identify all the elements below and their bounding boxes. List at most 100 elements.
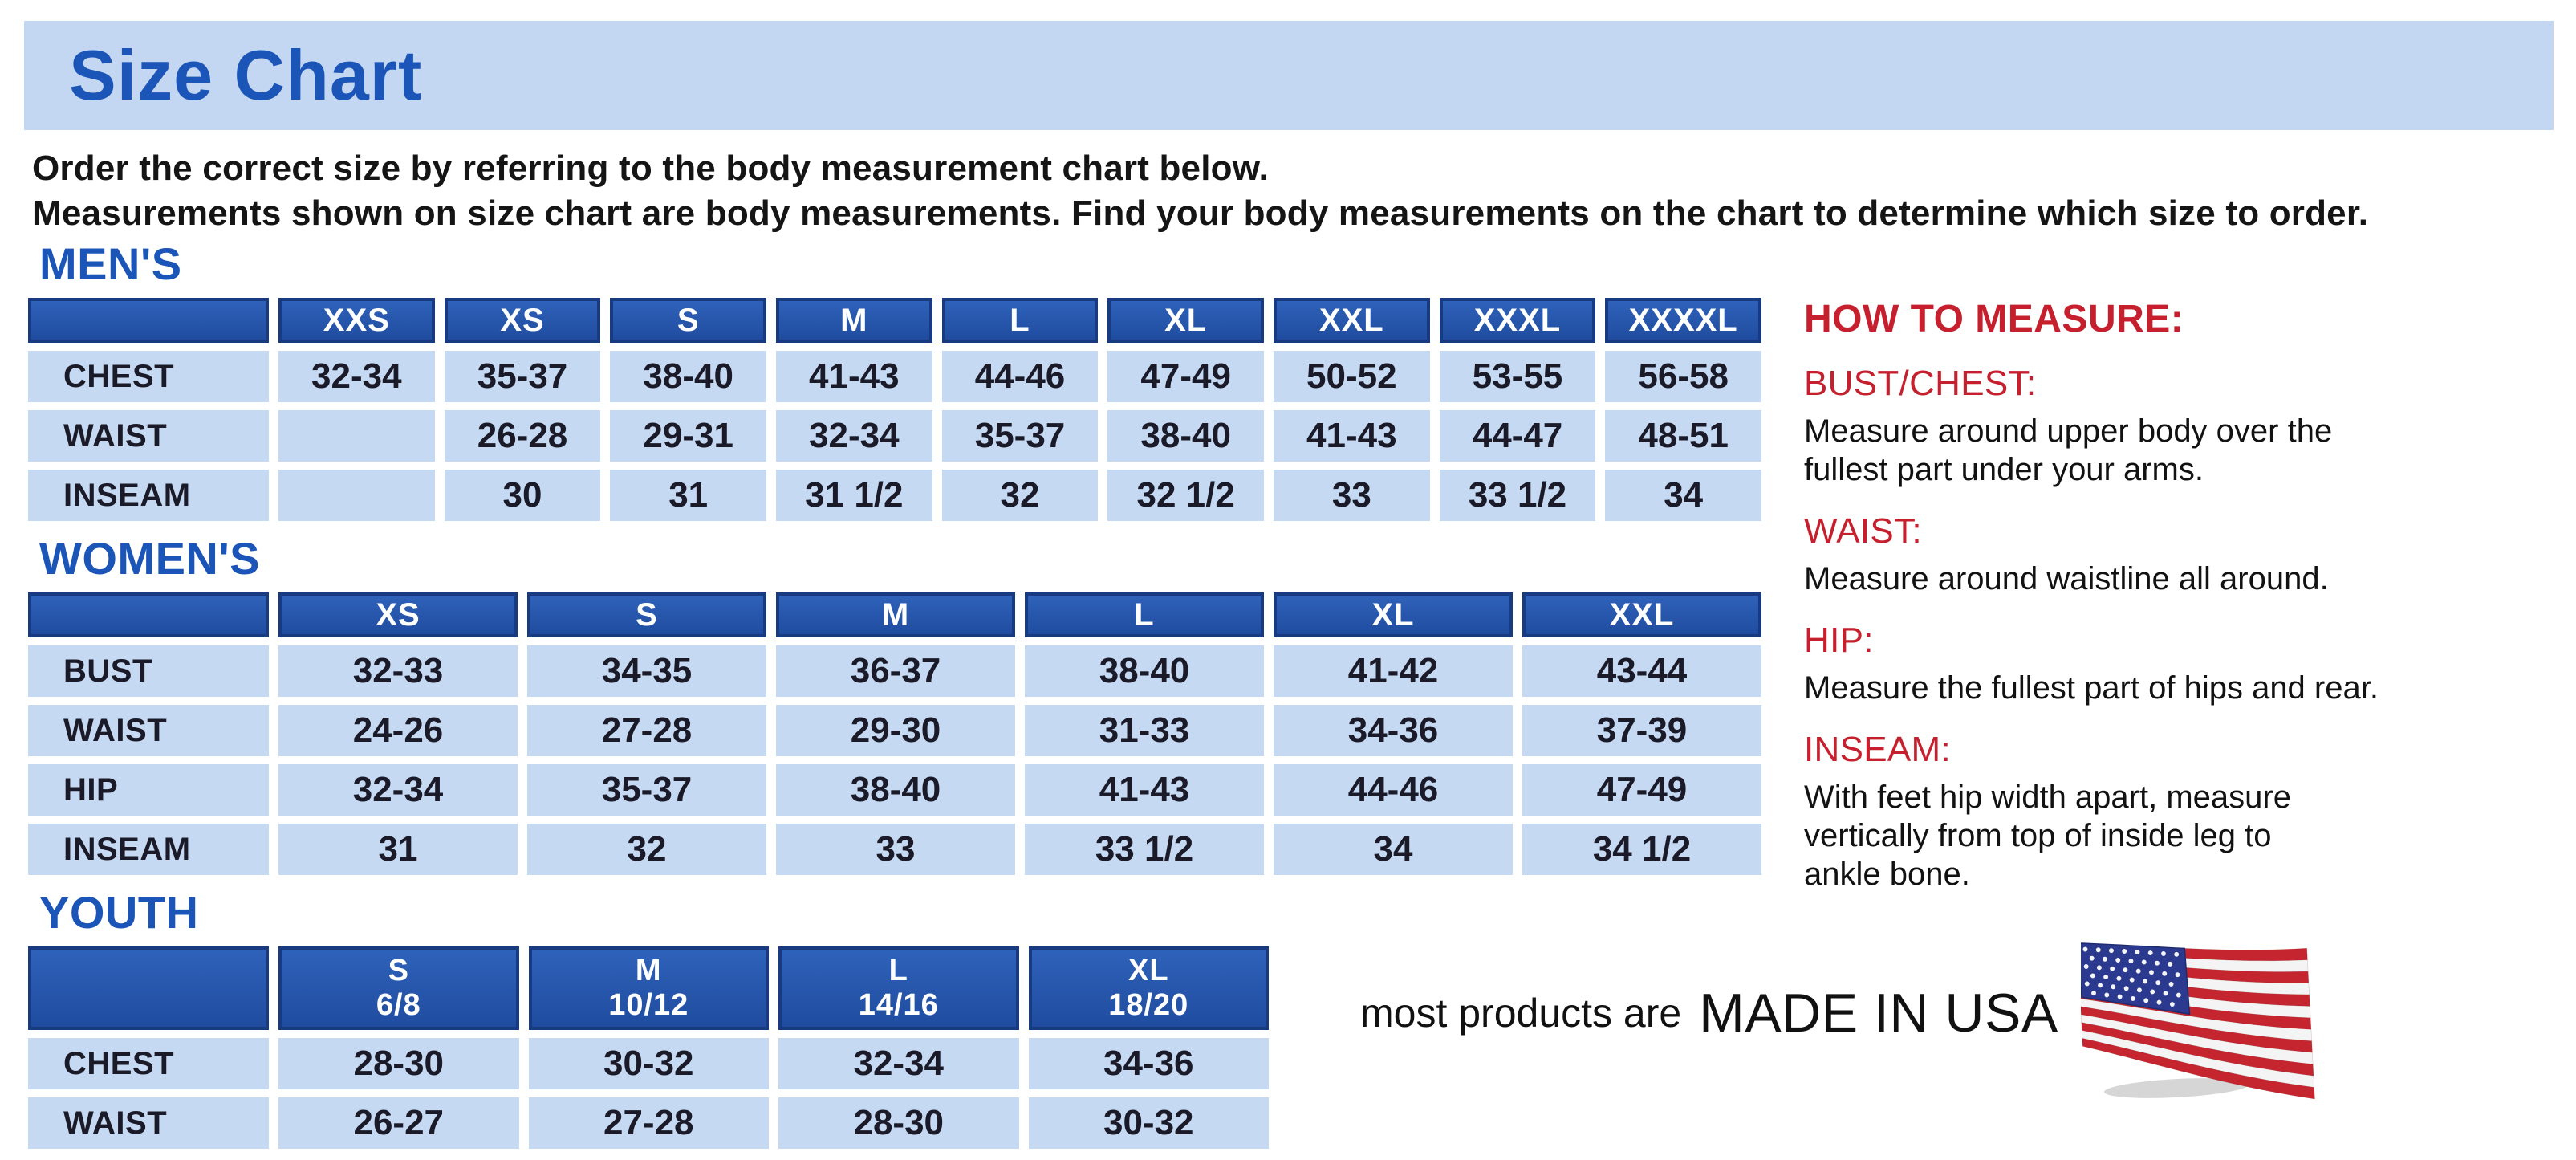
measurement-cell: 47-49	[1107, 351, 1264, 402]
measurement-cell: 44-47	[1439, 410, 1596, 462]
row-label: INSEAM	[28, 824, 269, 875]
measure-item-text: Measure the fullest part of hips and rea…	[1804, 670, 2379, 706]
measurement-cell: 33 1/2	[1439, 470, 1596, 521]
measure-item-label: HIP:	[1804, 621, 1874, 660]
measurement-cell: 34	[1274, 824, 1513, 875]
row-label: INSEAM	[28, 470, 269, 521]
measurement-cell	[278, 410, 435, 462]
age-range-label: 18/20	[1108, 988, 1189, 1022]
measurement-cell: 31 1/2	[776, 470, 932, 521]
womens-section-heading: WOMEN'S	[39, 533, 261, 584]
measurement-cell: 38-40	[776, 764, 1015, 816]
measurement-cell: 31	[278, 824, 518, 875]
intro-line-1: Order the correct size by referring to t…	[32, 149, 1269, 188]
measure-item-label: WAIST:	[1804, 511, 1922, 551]
youth-size-table: S 6/8 M 10/12 L 14/16 XL 18/20 CHEST 28-30 30-32 32…	[28, 946, 1269, 1149]
size-column-header: S	[610, 298, 766, 343]
measurement-cell: 36-37	[776, 645, 1015, 697]
measurement-cell: 31-33	[1025, 705, 1264, 756]
measurement-cell: 32	[527, 824, 766, 875]
page-title: Size Chart	[69, 35, 423, 115]
measure-item-label: BUST/CHEST:	[1804, 364, 2037, 403]
measurement-cell: 34	[1605, 470, 1761, 521]
size-tables-column: MEN'S XXS XS S M L XL XXL XXXL XXXXL CHEST 32-34 35…	[28, 238, 1761, 1160]
row-label: CHEST	[28, 1038, 269, 1089]
measurement-cell	[278, 470, 435, 521]
row-label: WAIST	[28, 1097, 269, 1149]
header-corner-cell	[28, 946, 269, 1030]
measurement-cell: 30-32	[528, 1038, 769, 1089]
measurement-cell: 28-30	[778, 1097, 1019, 1149]
title-banner: Size Chart	[24, 21, 2554, 130]
size-label: S	[388, 954, 409, 988]
size-column-header: S	[527, 592, 766, 637]
measurement-cell: 32-33	[278, 645, 518, 697]
size-column-header: S 6/8	[278, 946, 519, 1030]
measurement-cell: 34 1/2	[1522, 824, 1761, 875]
intro-text: Order the correct size by referring to t…	[32, 146, 2552, 237]
made-in-usa-footer: most products are MADE IN USA	[1360, 925, 2318, 1101]
us-flag-icon	[2076, 918, 2318, 1105]
size-column-header: L 14/16	[778, 946, 1019, 1030]
size-column-header: XS	[278, 592, 518, 637]
measurement-cell: 34-35	[527, 645, 766, 697]
size-column-header: XXXL	[1439, 298, 1596, 343]
how-to-measure-section: HOW TO MEASURE: BUST/CHEST: Measure aroun…	[1804, 297, 2542, 893]
footer-made-in-usa-text: MADE IN USA	[1699, 983, 2058, 1044]
size-label: L	[888, 954, 908, 988]
measure-item-text: Measure around waistline all around.	[1804, 561, 2329, 596]
measurement-cell: 32-34	[278, 764, 518, 816]
measurement-cell: 41-42	[1274, 645, 1513, 697]
size-column-header: M 10/12	[528, 946, 769, 1030]
size-column-header: XL 18/20	[1028, 946, 1269, 1030]
measurement-cell: 38-40	[1107, 410, 1264, 462]
age-range-label: 6/8	[376, 988, 421, 1022]
age-range-label: 14/16	[858, 988, 939, 1022]
size-column-header: XXL	[1522, 592, 1761, 637]
how-to-measure-heading: HOW TO MEASURE:	[1804, 298, 2184, 340]
measurement-cell: 27-28	[528, 1097, 769, 1149]
measurement-cell: 26-27	[278, 1097, 519, 1149]
measurement-cell: 53-55	[1439, 351, 1596, 402]
measurement-cell: 41-43	[776, 351, 932, 402]
measurement-cell: 32	[941, 470, 1099, 521]
measurement-cell: 31	[610, 470, 766, 521]
size-column-header: XXL	[1274, 298, 1430, 343]
row-label: CHEST	[28, 351, 269, 402]
measurement-cell: 35-37	[444, 351, 601, 402]
header-corner-cell	[28, 298, 269, 343]
measurement-cell: 29-30	[776, 705, 1015, 756]
measurement-cell: 41-43	[1274, 410, 1430, 462]
measurement-cell: 41-43	[1025, 764, 1264, 816]
size-column-header: XS	[444, 298, 601, 343]
mens-section-heading: MEN'S	[39, 238, 182, 289]
footer-prefix-text: most products are	[1360, 991, 1682, 1036]
measurement-cell: 48-51	[1605, 410, 1761, 462]
measurement-cell: 50-52	[1274, 351, 1430, 402]
measurement-cell: 44-46	[941, 351, 1099, 402]
row-label: BUST	[28, 645, 269, 697]
intro-line-2: Measurements shown on size chart are bod…	[32, 193, 2369, 234]
measurement-cell: 33 1/2	[1025, 824, 1264, 875]
size-column-header: L	[1025, 592, 1264, 637]
size-column-header: M	[776, 592, 1015, 637]
measurement-cell: 43-44	[1522, 645, 1761, 697]
measurement-cell: 28-30	[278, 1038, 519, 1089]
measure-item-label: INSEAM:	[1804, 730, 1952, 769]
measurement-cell: 56-58	[1605, 351, 1761, 402]
measurement-cell: 38-40	[610, 351, 766, 402]
measurement-cell: 30	[444, 470, 601, 521]
size-chart-page: Size Chart Order the correct size by ref…	[24, 21, 2554, 1149]
row-label: WAIST	[28, 410, 269, 462]
size-column-header: M	[776, 298, 932, 343]
measurement-cell: 33	[1274, 470, 1430, 521]
measurement-cell: 32-34	[776, 410, 932, 462]
size-column-header: L	[941, 298, 1099, 343]
measurement-cell: 35-37	[941, 410, 1099, 462]
row-label: HIP	[28, 764, 269, 816]
measurement-cell: 34-36	[1028, 1038, 1269, 1089]
youth-section-heading: YOUTH	[39, 887, 199, 938]
measurement-cell: 26-28	[444, 410, 601, 462]
measure-item-text: Measure around upper body over the fulle…	[1804, 413, 2333, 487]
how-to-measure-list: BUST/CHEST: Measure around upper body ove…	[1804, 364, 2542, 893]
